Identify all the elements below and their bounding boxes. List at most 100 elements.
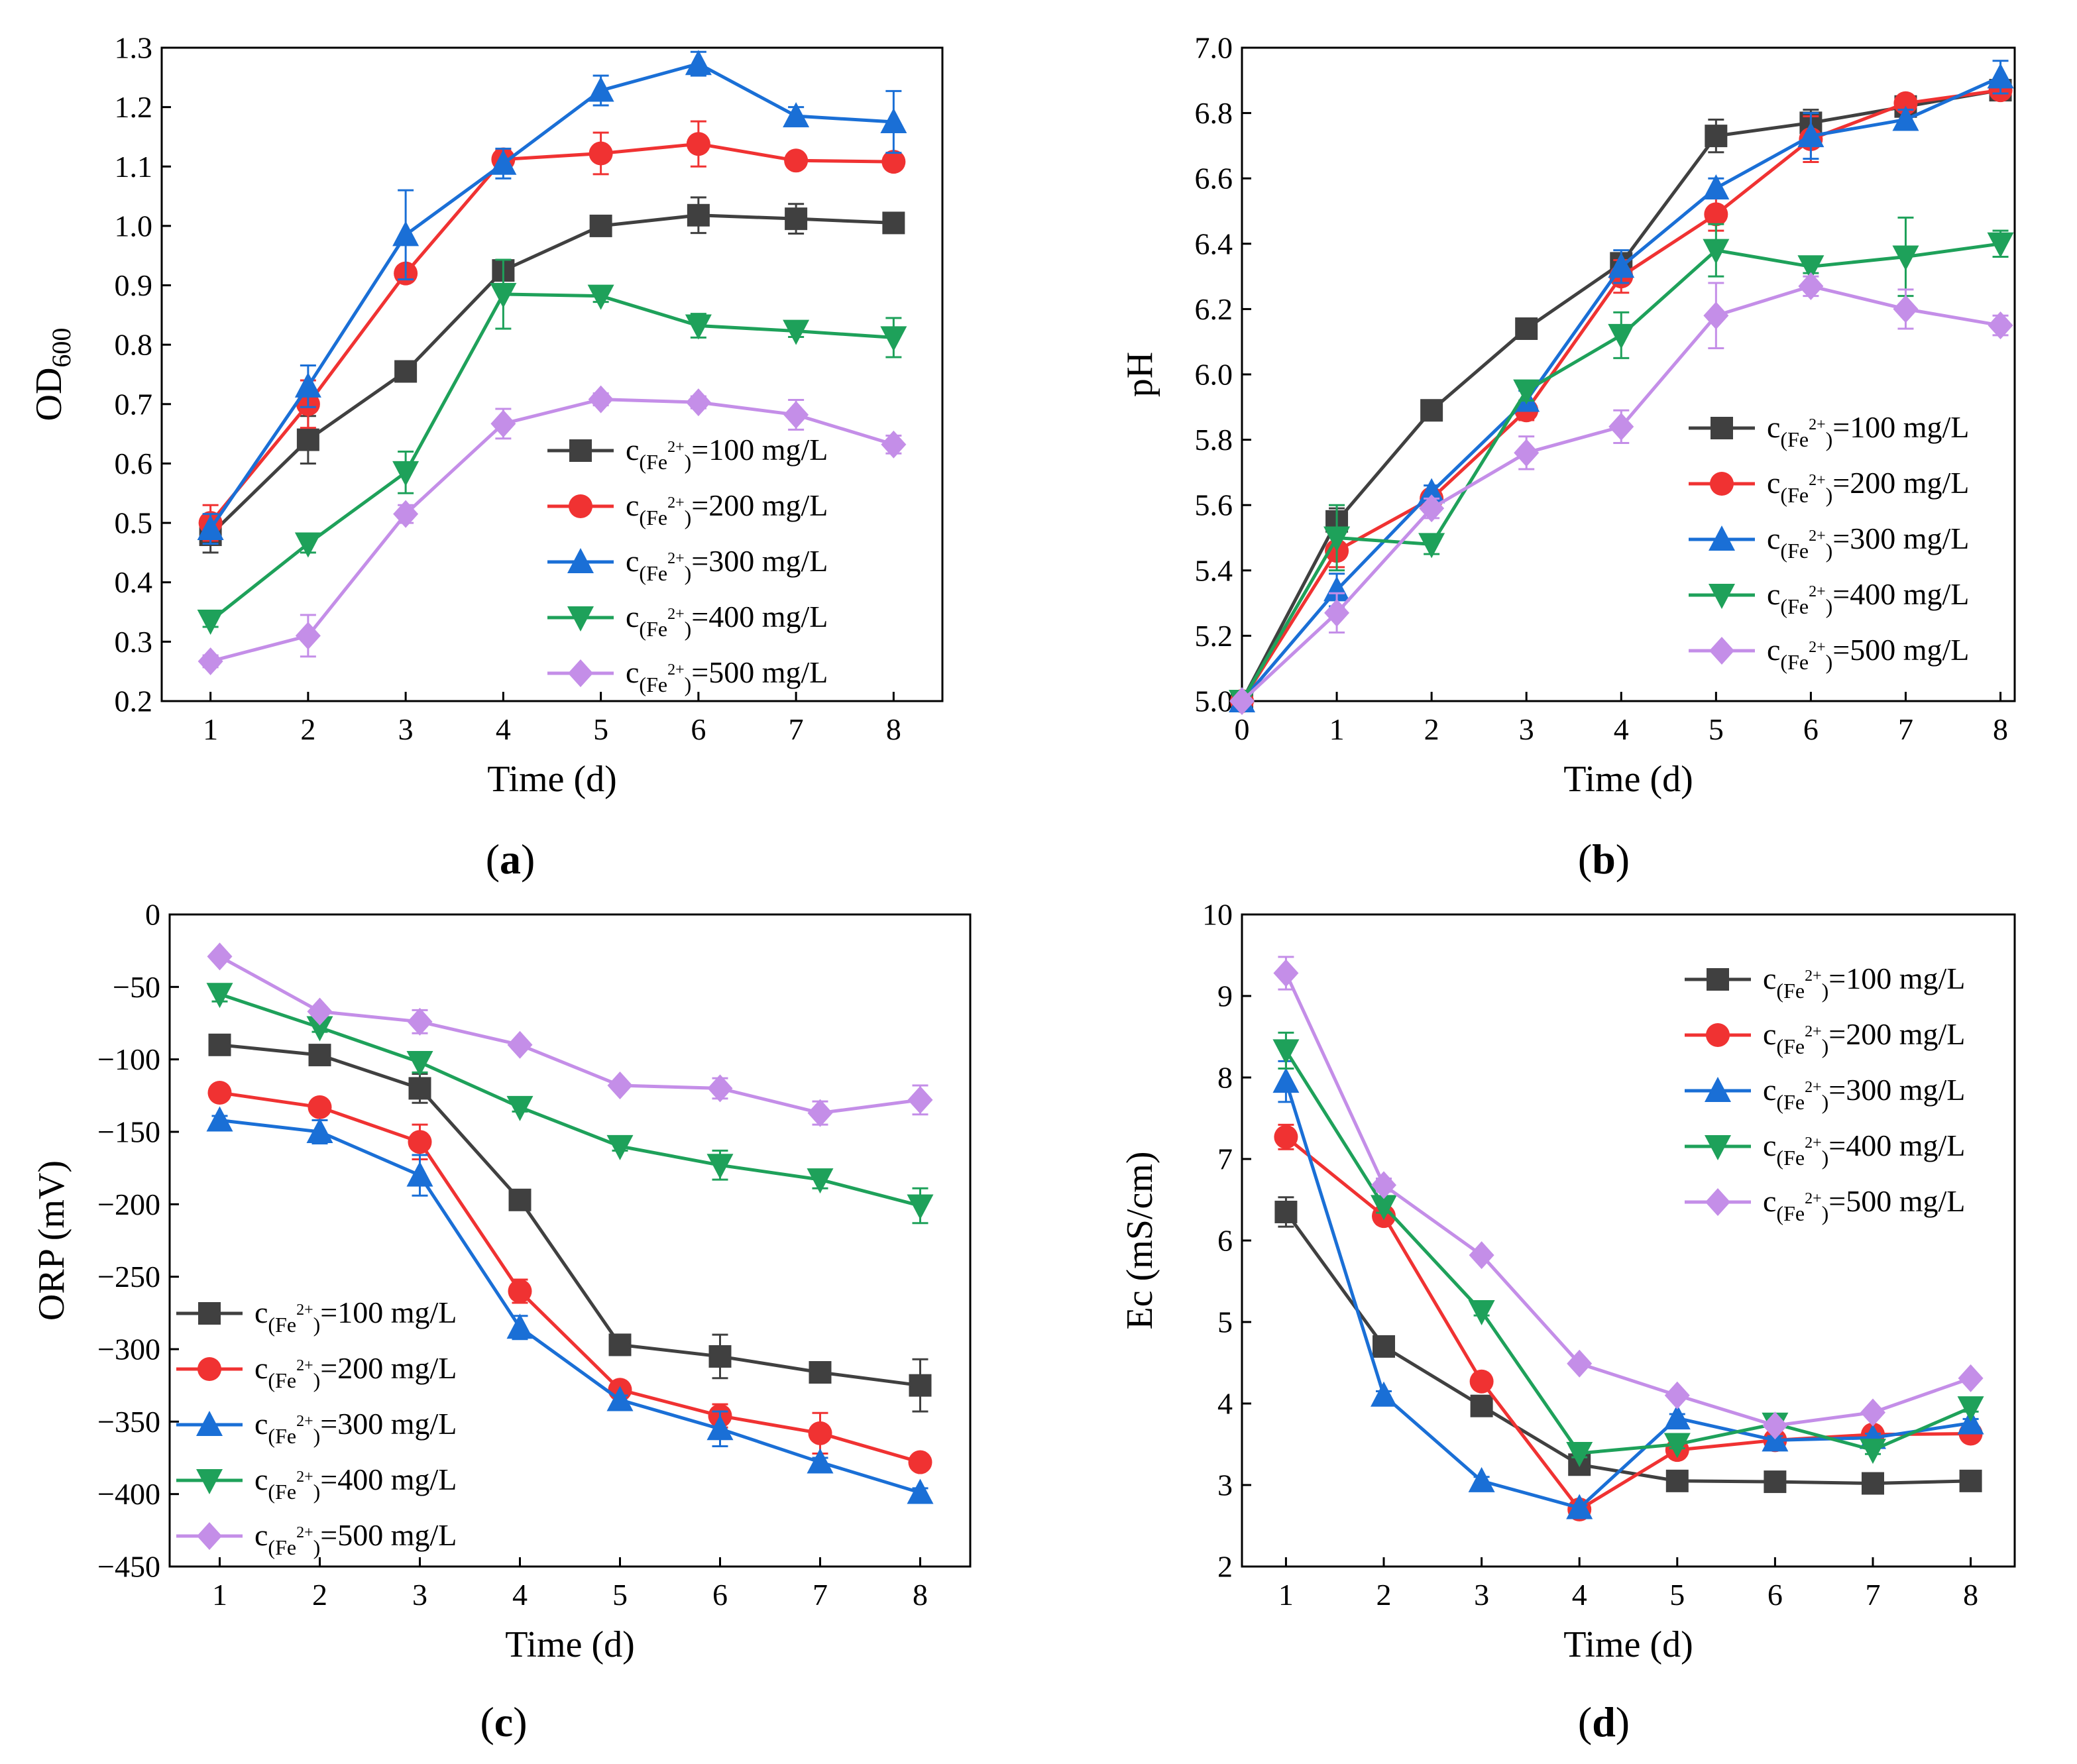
- legend-item: c(Fe2+)=500 mg/L: [1689, 633, 1969, 674]
- legend-label-value: =500 mg/L: [320, 1518, 457, 1552]
- legend-label-sub: (Fe: [268, 1535, 296, 1559]
- legend-label-sup: 2+: [667, 606, 685, 623]
- x-tick-label: 1: [1329, 712, 1345, 746]
- legend: c(Fe2+)=100 mg/Lc(Fe2+)=200 mg/Lc(Fe2+)=…: [176, 1295, 457, 1559]
- legend-label-c: c: [1767, 522, 1780, 555]
- data-point: [406, 1051, 433, 1077]
- legend-marker: [196, 1469, 223, 1494]
- data-point: [1371, 1171, 1397, 1199]
- x-tick-label: 2: [1376, 1578, 1392, 1612]
- legend-marker: [569, 439, 592, 462]
- data-point: [1418, 478, 1445, 504]
- data-point: [808, 1421, 832, 1445]
- data-point: [1797, 122, 1824, 148]
- y-tick-label: 1.1: [115, 150, 153, 184]
- data-point: [206, 983, 233, 1009]
- x-tick-label: 1: [203, 712, 218, 746]
- data-point: [783, 102, 810, 128]
- legend-label: c(Fe2+)=300 mg/L: [254, 1407, 457, 1448]
- legend-label-sub: (Fe: [639, 561, 667, 585]
- data-point: [408, 1130, 432, 1154]
- data-point: [1663, 1404, 1691, 1430]
- legend-label: c(Fe2+)=500 mg/L: [254, 1518, 457, 1559]
- data-point: [206, 1106, 233, 1132]
- series-line: [219, 1119, 921, 1494]
- legend-label-sub: (Fe: [639, 673, 667, 696]
- data-point: [197, 647, 223, 675]
- data-point: [706, 1415, 734, 1441]
- data-point: [1663, 1433, 1691, 1459]
- data-point: [908, 1450, 932, 1474]
- data-point: [296, 428, 319, 451]
- legend-marker: [1709, 637, 1734, 665]
- legend-label-value: =100 mg/L: [1828, 962, 1965, 995]
- data-point: [1324, 598, 1350, 627]
- legend-label: c(Fe2+)=200 mg/L: [1767, 466, 1969, 507]
- legend-label-sub-end: ): [1826, 427, 1833, 451]
- data-point: [880, 108, 907, 134]
- y-tick-label: 3: [1217, 1468, 1233, 1502]
- series-c500: [1229, 272, 2013, 715]
- data-point: [1859, 1439, 1886, 1464]
- y-tick-label: 5: [1217, 1305, 1233, 1339]
- caption-close: ): [1616, 836, 1630, 883]
- legend-marker: [1710, 472, 1734, 496]
- x-tick-label: 4: [1572, 1578, 1587, 1612]
- y-tick-label: 2: [1217, 1550, 1233, 1584]
- x-tick-label: 8: [1963, 1578, 1978, 1612]
- legend-item: c(Fe2+)=100 mg/L: [547, 433, 828, 474]
- data-point: [1664, 1381, 1690, 1409]
- legend-label-value: =100 mg/L: [691, 433, 828, 467]
- data-point: [1703, 239, 1730, 264]
- y-tick-label: 6.4: [1195, 227, 1233, 260]
- x-tick-label: 0: [1235, 712, 1250, 746]
- y-tick-label: 0.2: [115, 685, 153, 718]
- data-point: [1892, 245, 1919, 271]
- x-tick-label: 2: [1424, 712, 1439, 746]
- legend-label: c(Fe2+)=200 mg/L: [1763, 1017, 1965, 1058]
- data-point: [587, 284, 614, 310]
- caption-open: (: [1578, 1698, 1592, 1745]
- plot-frame: [1241, 913, 2016, 1568]
- legend-label-sub-end: ): [1822, 1201, 1829, 1225]
- legend-label-value: =300 mg/L: [320, 1407, 457, 1441]
- data-point: [685, 50, 712, 76]
- data-point: [294, 372, 321, 398]
- series-c100: [208, 1033, 932, 1413]
- x-tick-label: 4: [496, 712, 511, 746]
- y-tick-label: −50: [113, 970, 160, 1004]
- series-c400: [197, 258, 907, 635]
- x-tick-label: 6: [1768, 1578, 1783, 1612]
- data-point: [589, 214, 612, 237]
- legend-label: c(Fe2+)=100 mg/L: [254, 1295, 457, 1337]
- data-point: [1468, 1300, 1495, 1326]
- y-tick-label: 1.0: [115, 209, 153, 243]
- legend-label-c: c: [1763, 1184, 1776, 1218]
- y-tick-label: 9: [1217, 979, 1233, 1013]
- x-tick-label: 3: [1474, 1578, 1489, 1612]
- legend-marker: [1709, 584, 1735, 609]
- data-point: [1273, 959, 1299, 987]
- legend-item: c(Fe2+)=400 mg/L: [1685, 1129, 1965, 1170]
- series-line: [209, 142, 894, 524]
- legend-label-sup: 2+: [1805, 1023, 1822, 1040]
- legend-item: c(Fe2+)=300 mg/L: [1685, 1073, 1965, 1114]
- data-point: [1703, 302, 1729, 330]
- data-point: [1762, 1411, 1788, 1440]
- legend-label-sup: 2+: [1809, 527, 1826, 545]
- series-c100: [1274, 1196, 1982, 1495]
- legend-label-sub-end: ): [1826, 539, 1833, 563]
- x-tick-label: 1: [1278, 1578, 1294, 1612]
- data-point: [589, 141, 613, 166]
- legend-label-value: =200 mg/L: [1832, 466, 1969, 500]
- y-tick-label: −250: [97, 1260, 160, 1294]
- x-tick-label: 5: [593, 712, 608, 746]
- legend-label-sup: 2+: [1809, 472, 1826, 489]
- legend-marker: [1709, 525, 1735, 551]
- legend-label: c(Fe2+)=400 mg/L: [1767, 577, 1969, 618]
- series-line: [219, 992, 921, 1207]
- data-point: [1958, 1364, 1984, 1392]
- legend-label: c(Fe2+)=300 mg/L: [626, 544, 828, 585]
- y-tick-label: 0.5: [115, 506, 153, 540]
- data-point: [1703, 174, 1730, 199]
